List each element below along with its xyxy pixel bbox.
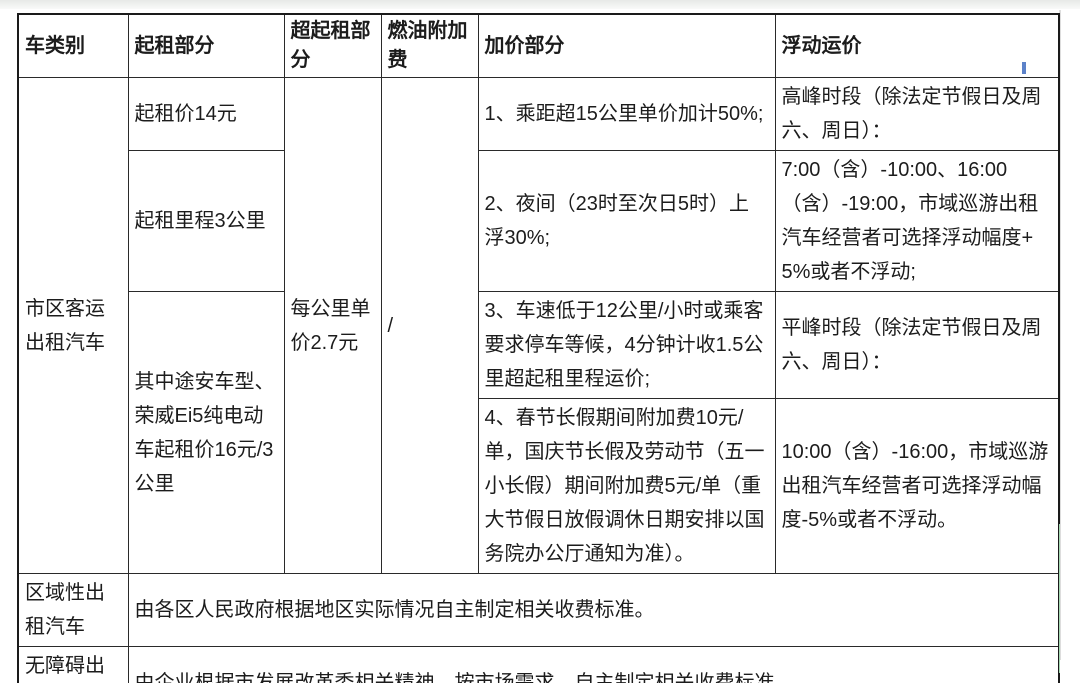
cell-fuel-surcharge: / (380, 77, 479, 574)
cell-ev-base-price: 其中途安车型、荣威Ei5纯电动车起租价16元/3公里 (127, 291, 285, 574)
accessible-row: 无障碍出租汽车 由企业根据市发展改革委相关精神，按市场需求，自主制定相关收费标准… (17, 646, 1060, 683)
city-row-1: 市区客运出租汽车 起租价14元 每公里单价2.7元 / 1、乘距超15公里单价加… (17, 77, 1060, 574)
cell-regional-policy: 由各区人民政府根据地区实际情况自主制定相关收费标准。 (127, 573, 1060, 647)
header-over-base-fare: 超起租部分 (283, 13, 382, 78)
cell-markup-1: 1、乘距超15公里单价加计50%; (477, 77, 776, 151)
taxi-fare-table: 车类别 起租部分 超起租部分 燃油附加费 加价部分 浮动运价 市区客运出租汽车 … (17, 13, 1060, 683)
cell-markup-3: 3、车速低于12公里/小时或乘客要求停车等候，4分钟计收1.5公里超起租里程运价… (477, 291, 776, 399)
header-fuel-surcharge: 燃油附加费 (380, 13, 479, 78)
table-right-shadow (1059, 10, 1061, 660)
header-vehicle-category: 车类别 (17, 13, 129, 78)
cell-markup-4: 4、春节长假期间附加费10元/单，国庆节长假及劳动节（五一小长假）期间附加费5元… (477, 398, 776, 574)
cell-floating-3: 平峰时段（除法定节假日及周六、周日）： (774, 291, 1060, 399)
cell-floating-2: 7:00（含）-10:00、16:00（含）-19:00，市域巡游出租汽车经营者… (774, 150, 1060, 292)
regional-row: 区域性出租汽车 由各区人民政府根据地区实际情况自主制定相关收费标准。 (17, 573, 1060, 647)
header-row: 车类别 起租部分 超起租部分 燃油附加费 加价部分 浮动运价 (17, 13, 1060, 78)
cell-accessible-policy: 由企业根据市发展改革委相关精神，按市场需求，自主制定相关收费标准。 (127, 646, 1060, 683)
cell-floating-4: 10:00（含）-16:00，市域巡游出租汽车经营者可选择浮动幅度-5%或者不浮… (774, 398, 1060, 574)
header-markup: 加价部分 (477, 13, 776, 78)
selection-highlight-right (1059, 524, 1060, 673)
city-row-4: 4、春节长假期间附加费10元/单，国庆节长假及劳动节（五一小长假）期间附加费5元… (18, 398, 1060, 574)
cell-regional-category: 区域性出租汽车 (17, 573, 129, 647)
cell-base-mileage: 起租里程3公里 (127, 150, 285, 292)
top-edge-shade (0, 0, 1080, 9)
cell-per-km-price: 每公里单价2.7元 (283, 77, 382, 574)
header-floating-fare: 浮动运价 (774, 13, 1060, 78)
city-row-3: 其中途安车型、荣威Ei5纯电动车起租价16元/3公里 3、车速低于12公里/小时… (18, 291, 1060, 574)
cell-markup-2: 2、夜间（23时至次日5时）上浮30%; (477, 150, 776, 292)
cell-floating-1: 高峰时段（除法定节假日及周六、周日）： (774, 77, 1060, 151)
cell-base-price: 起租价14元 (127, 77, 285, 151)
cell-accessible-category: 无障碍出租汽车 (17, 646, 129, 683)
city-row-2: 起租里程3公里 2、夜间（23时至次日5时）上浮30%; 7:00（含）-10:… (18, 150, 1060, 292)
cell-city-category: 市区客运出租汽车 (17, 77, 129, 574)
text-cursor (1022, 62, 1026, 74)
header-base-fare: 起租部分 (127, 13, 285, 78)
